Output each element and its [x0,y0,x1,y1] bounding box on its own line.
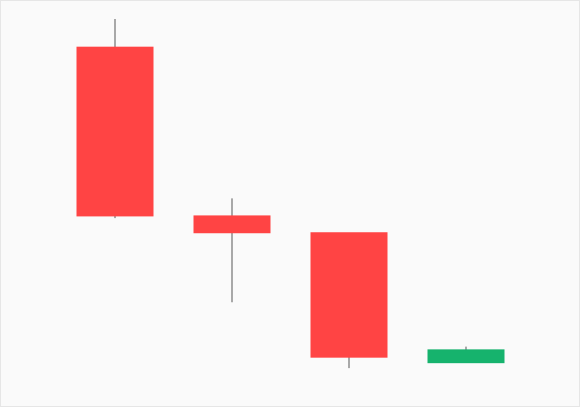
candle-3 [310,232,388,369]
candle-2-body [193,215,271,234]
candle-4-body [427,349,505,364]
candle-4 [427,346,505,364]
candle-3-body [310,232,388,358]
candle-2 [193,198,271,303]
candles-layer [76,19,505,369]
candle-1-body [76,46,154,217]
candle-1 [76,19,154,219]
